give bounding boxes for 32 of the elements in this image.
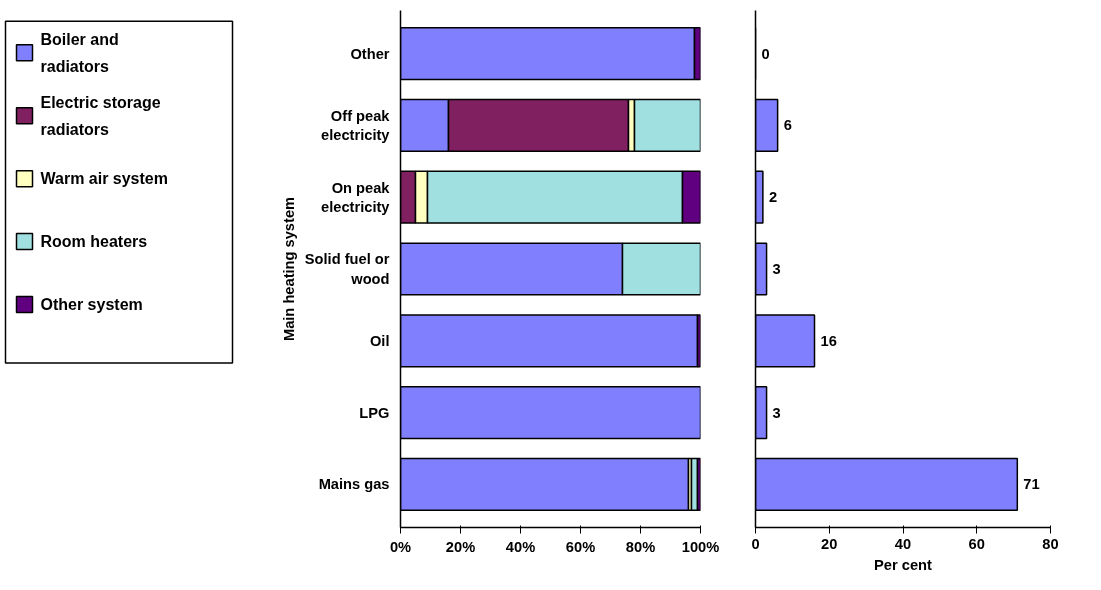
x-tick-label: 60 bbox=[968, 535, 985, 552]
x-axis-title: Per cent bbox=[874, 556, 933, 573]
data-label: 3 bbox=[772, 404, 781, 421]
y-tick-label: Other bbox=[350, 45, 390, 62]
y-tick-label: LPG bbox=[359, 404, 390, 421]
legend-label: Room heaters bbox=[40, 233, 148, 251]
y-tick-label: Mains gas bbox=[318, 476, 390, 493]
y-tick-label: On peak electricity bbox=[321, 179, 391, 215]
legend-label: Electric storage radiators bbox=[40, 93, 161, 138]
x-tick-label: 20 bbox=[821, 535, 838, 552]
y-axis-title: Main heating system bbox=[280, 196, 297, 342]
data-label: 16 bbox=[820, 332, 837, 349]
x-tick-label: 20% bbox=[445, 538, 476, 555]
legend-label: Other system bbox=[40, 296, 143, 314]
x-tick-label: 40% bbox=[505, 538, 536, 555]
x-tick-label: 80 bbox=[1042, 535, 1059, 552]
legend-label: Warm air system bbox=[40, 170, 168, 188]
x-tick-label: 60% bbox=[565, 538, 596, 555]
data-label: 3 bbox=[772, 261, 781, 277]
y-tick-label: Solid fuel or wood bbox=[304, 251, 390, 287]
data-label: 0 bbox=[761, 45, 770, 62]
x-tick-label: 80% bbox=[625, 538, 656, 555]
x-tick-label: 0% bbox=[389, 538, 412, 555]
data-label: 2 bbox=[768, 189, 778, 206]
x-tick-label: 40 bbox=[894, 535, 912, 552]
x-tick-label: 0 bbox=[751, 535, 760, 552]
data-label: 71 bbox=[1023, 476, 1040, 493]
data-label: 6 bbox=[783, 117, 792, 134]
x-tick-label: 100% bbox=[681, 538, 720, 555]
legend-label: Boiler and radiators bbox=[40, 30, 119, 75]
y-tick-label: Off peak electricity bbox=[321, 107, 391, 143]
y-tick-label: Oil bbox=[369, 332, 390, 349]
